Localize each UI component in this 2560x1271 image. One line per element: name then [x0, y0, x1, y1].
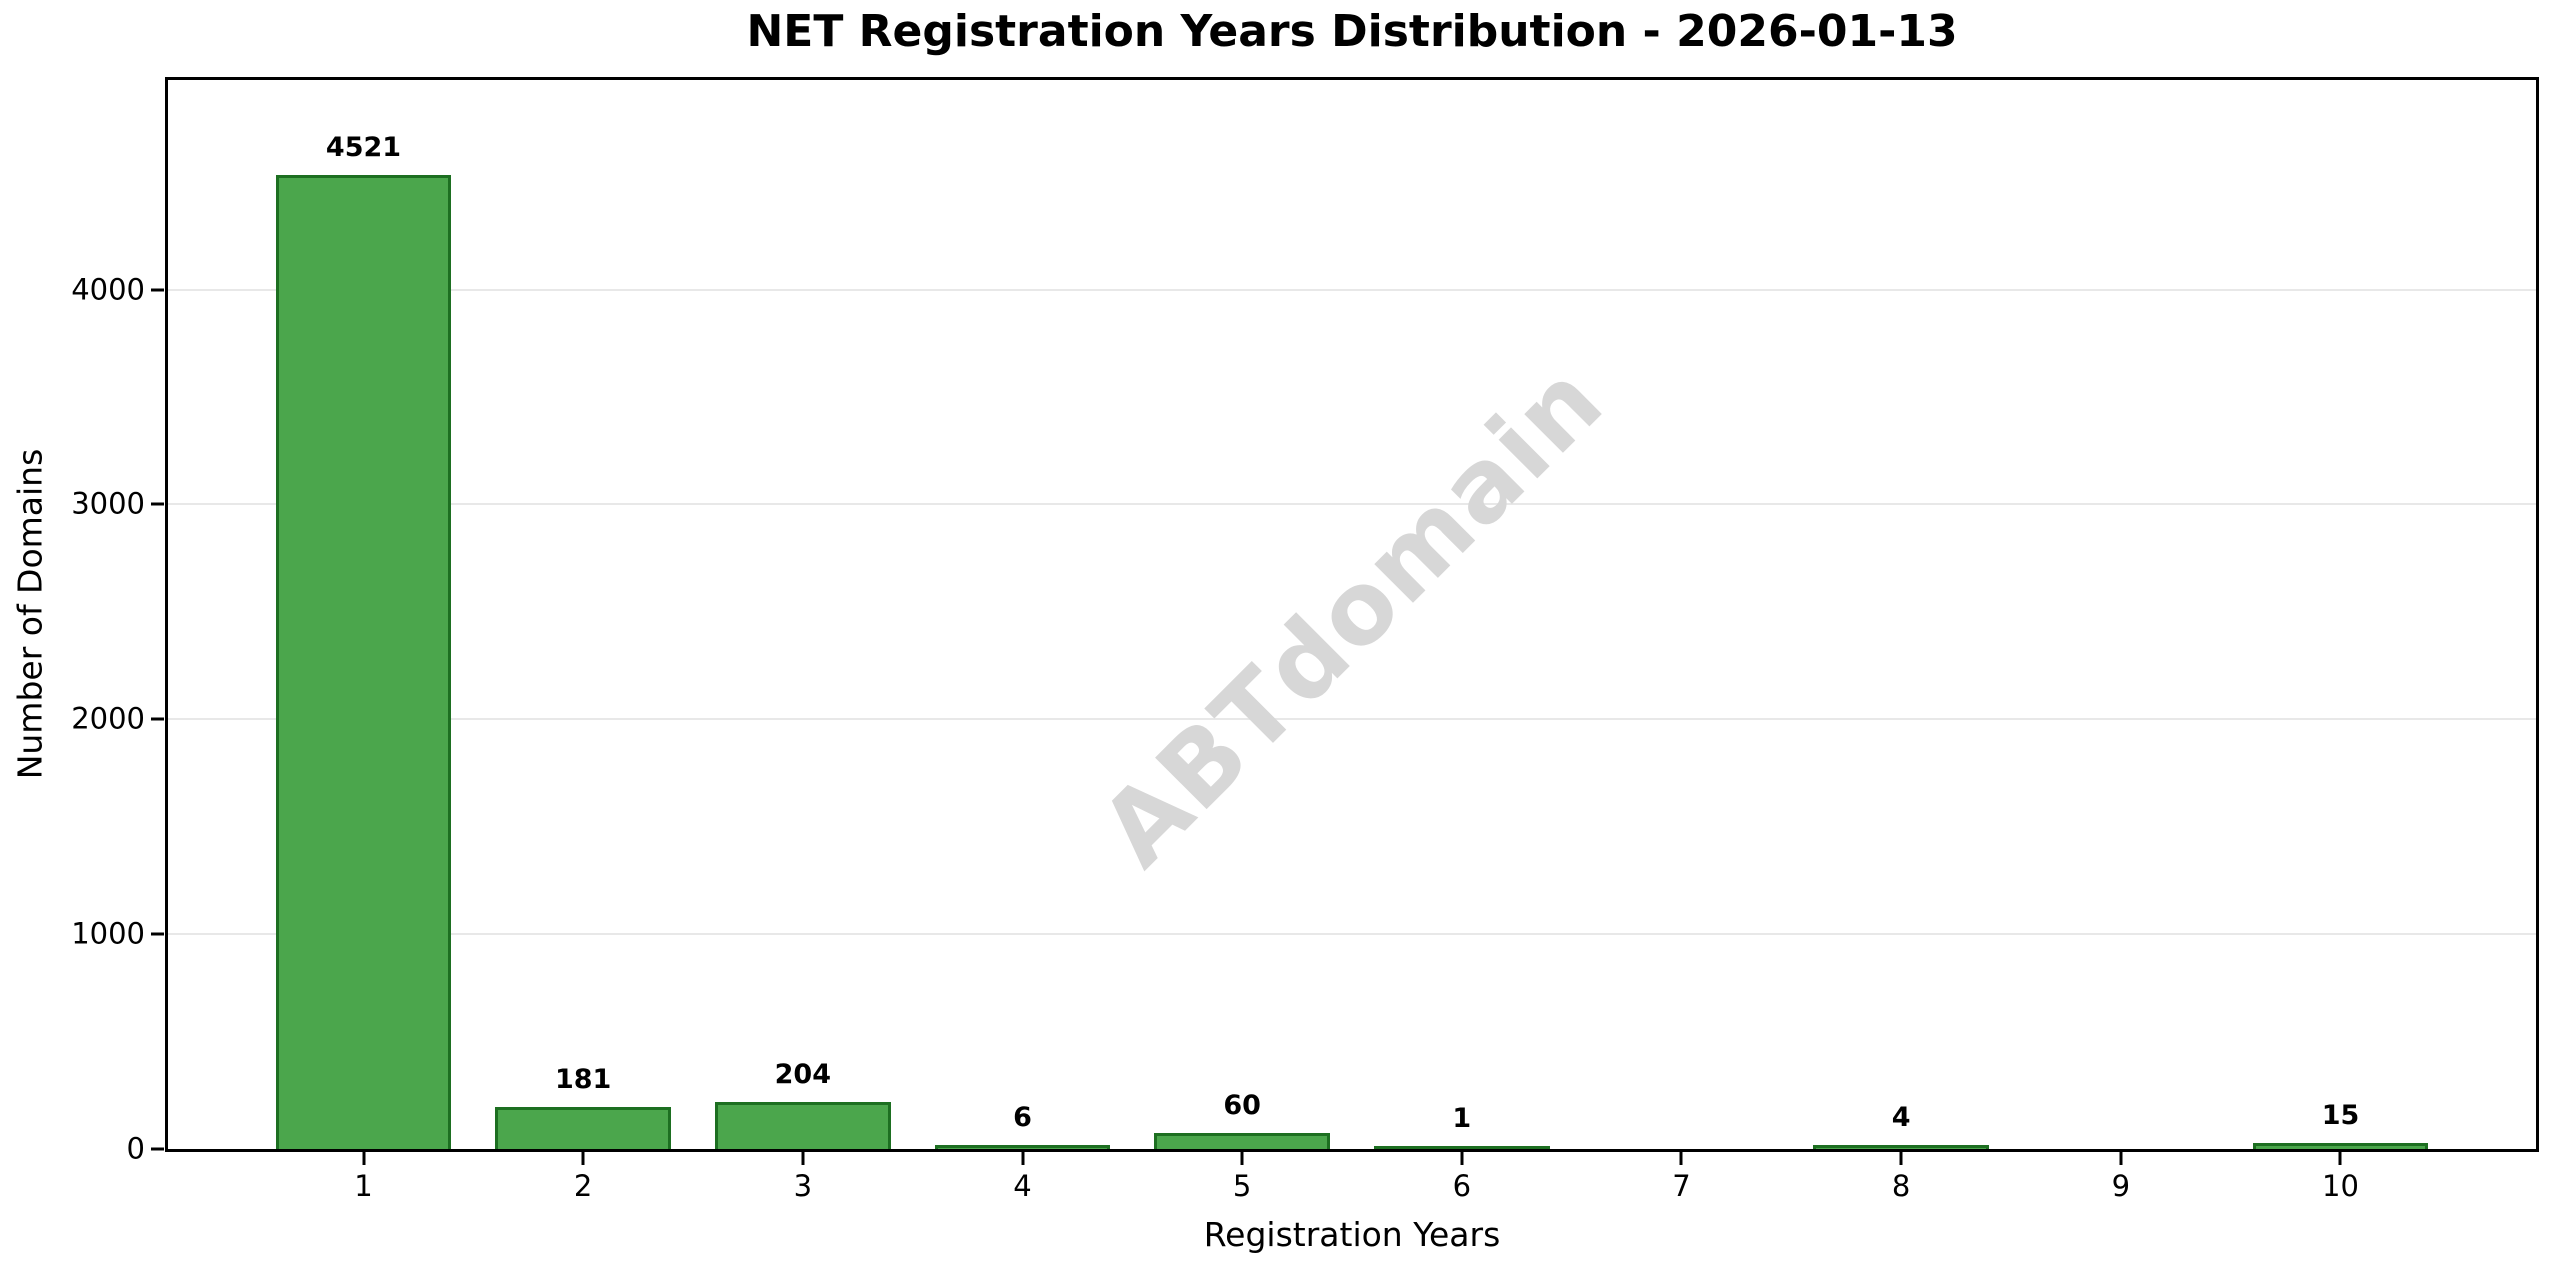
- bar: [2252, 1142, 2429, 1149]
- x-tick-label: 5: [1232, 1169, 1252, 1203]
- bar-value-label: 1: [1452, 1102, 1472, 1134]
- chart-title: NET Registration Years Distribution - 20…: [746, 6, 1958, 57]
- bar: [1154, 1133, 1331, 1149]
- bar-value-label: 60: [1223, 1090, 1261, 1122]
- gridline: [168, 933, 2536, 936]
- x-tick-label: 2: [573, 1169, 593, 1203]
- y-tick-label: 1000: [71, 916, 145, 951]
- watermark-text: ABTdomain: [1078, 340, 1626, 889]
- bar-value-label: 6: [1013, 1101, 1032, 1133]
- x-tick-mark: [1679, 1152, 1683, 1165]
- y-tick-mark: [151, 717, 164, 721]
- y-tick-mark: [151, 502, 164, 506]
- x-tick-label: 10: [2322, 1169, 2359, 1203]
- x-tick-mark: [1240, 1152, 1244, 1165]
- bar-value-label: 4521: [325, 131, 402, 163]
- x-tick-mark: [2338, 1152, 2342, 1165]
- x-tick-label: 8: [1891, 1169, 1911, 1203]
- x-tick-label: 1: [354, 1169, 373, 1203]
- x-tick-label: 9: [2111, 1169, 2131, 1203]
- y-tick-label: 4000: [71, 272, 145, 306]
- x-tick-label: 4: [1013, 1169, 1032, 1203]
- bar-value-label: 4: [1891, 1102, 1911, 1134]
- bar: [714, 1102, 891, 1149]
- gridline: [168, 503, 2536, 506]
- x-tick-mark: [801, 1152, 805, 1165]
- bar-value-label: 15: [2321, 1099, 2360, 1131]
- x-tick-mark: [362, 1152, 365, 1165]
- x-tick-label: 6: [1452, 1169, 1472, 1203]
- gridline: [168, 718, 2536, 721]
- x-tick-label: 3: [793, 1169, 813, 1203]
- bar: [934, 1144, 1111, 1149]
- y-tick-mark: [151, 1147, 164, 1151]
- x-tick-mark: [1460, 1152, 1464, 1165]
- bar-value-label: 204: [774, 1059, 832, 1091]
- bar: [275, 174, 452, 1149]
- gridline: [168, 288, 2536, 291]
- y-tick-mark: [151, 932, 164, 936]
- x-tick-mark: [581, 1152, 585, 1165]
- y-tick-mark: [151, 288, 164, 291]
- bar: [495, 1107, 672, 1149]
- plot-area: 4521 181 204 6 60 1 4 15 ABTdomain: [165, 77, 2539, 1152]
- x-tick-mark: [1899, 1152, 1903, 1165]
- bar: [1813, 1145, 1990, 1149]
- x-tick-mark: [2119, 1152, 2123, 1165]
- x-tick-mark: [1021, 1152, 1024, 1165]
- bar: [1373, 1145, 1550, 1149]
- y-tick-label: 0: [126, 1131, 145, 1166]
- y-tick-label: 2000: [71, 701, 145, 736]
- y-tick-label: 3000: [71, 486, 145, 521]
- x-tick-label: 7: [1672, 1169, 1691, 1203]
- x-axis-label: Registration Years: [1203, 1215, 1501, 1254]
- bar-value-label: 181: [554, 1064, 612, 1096]
